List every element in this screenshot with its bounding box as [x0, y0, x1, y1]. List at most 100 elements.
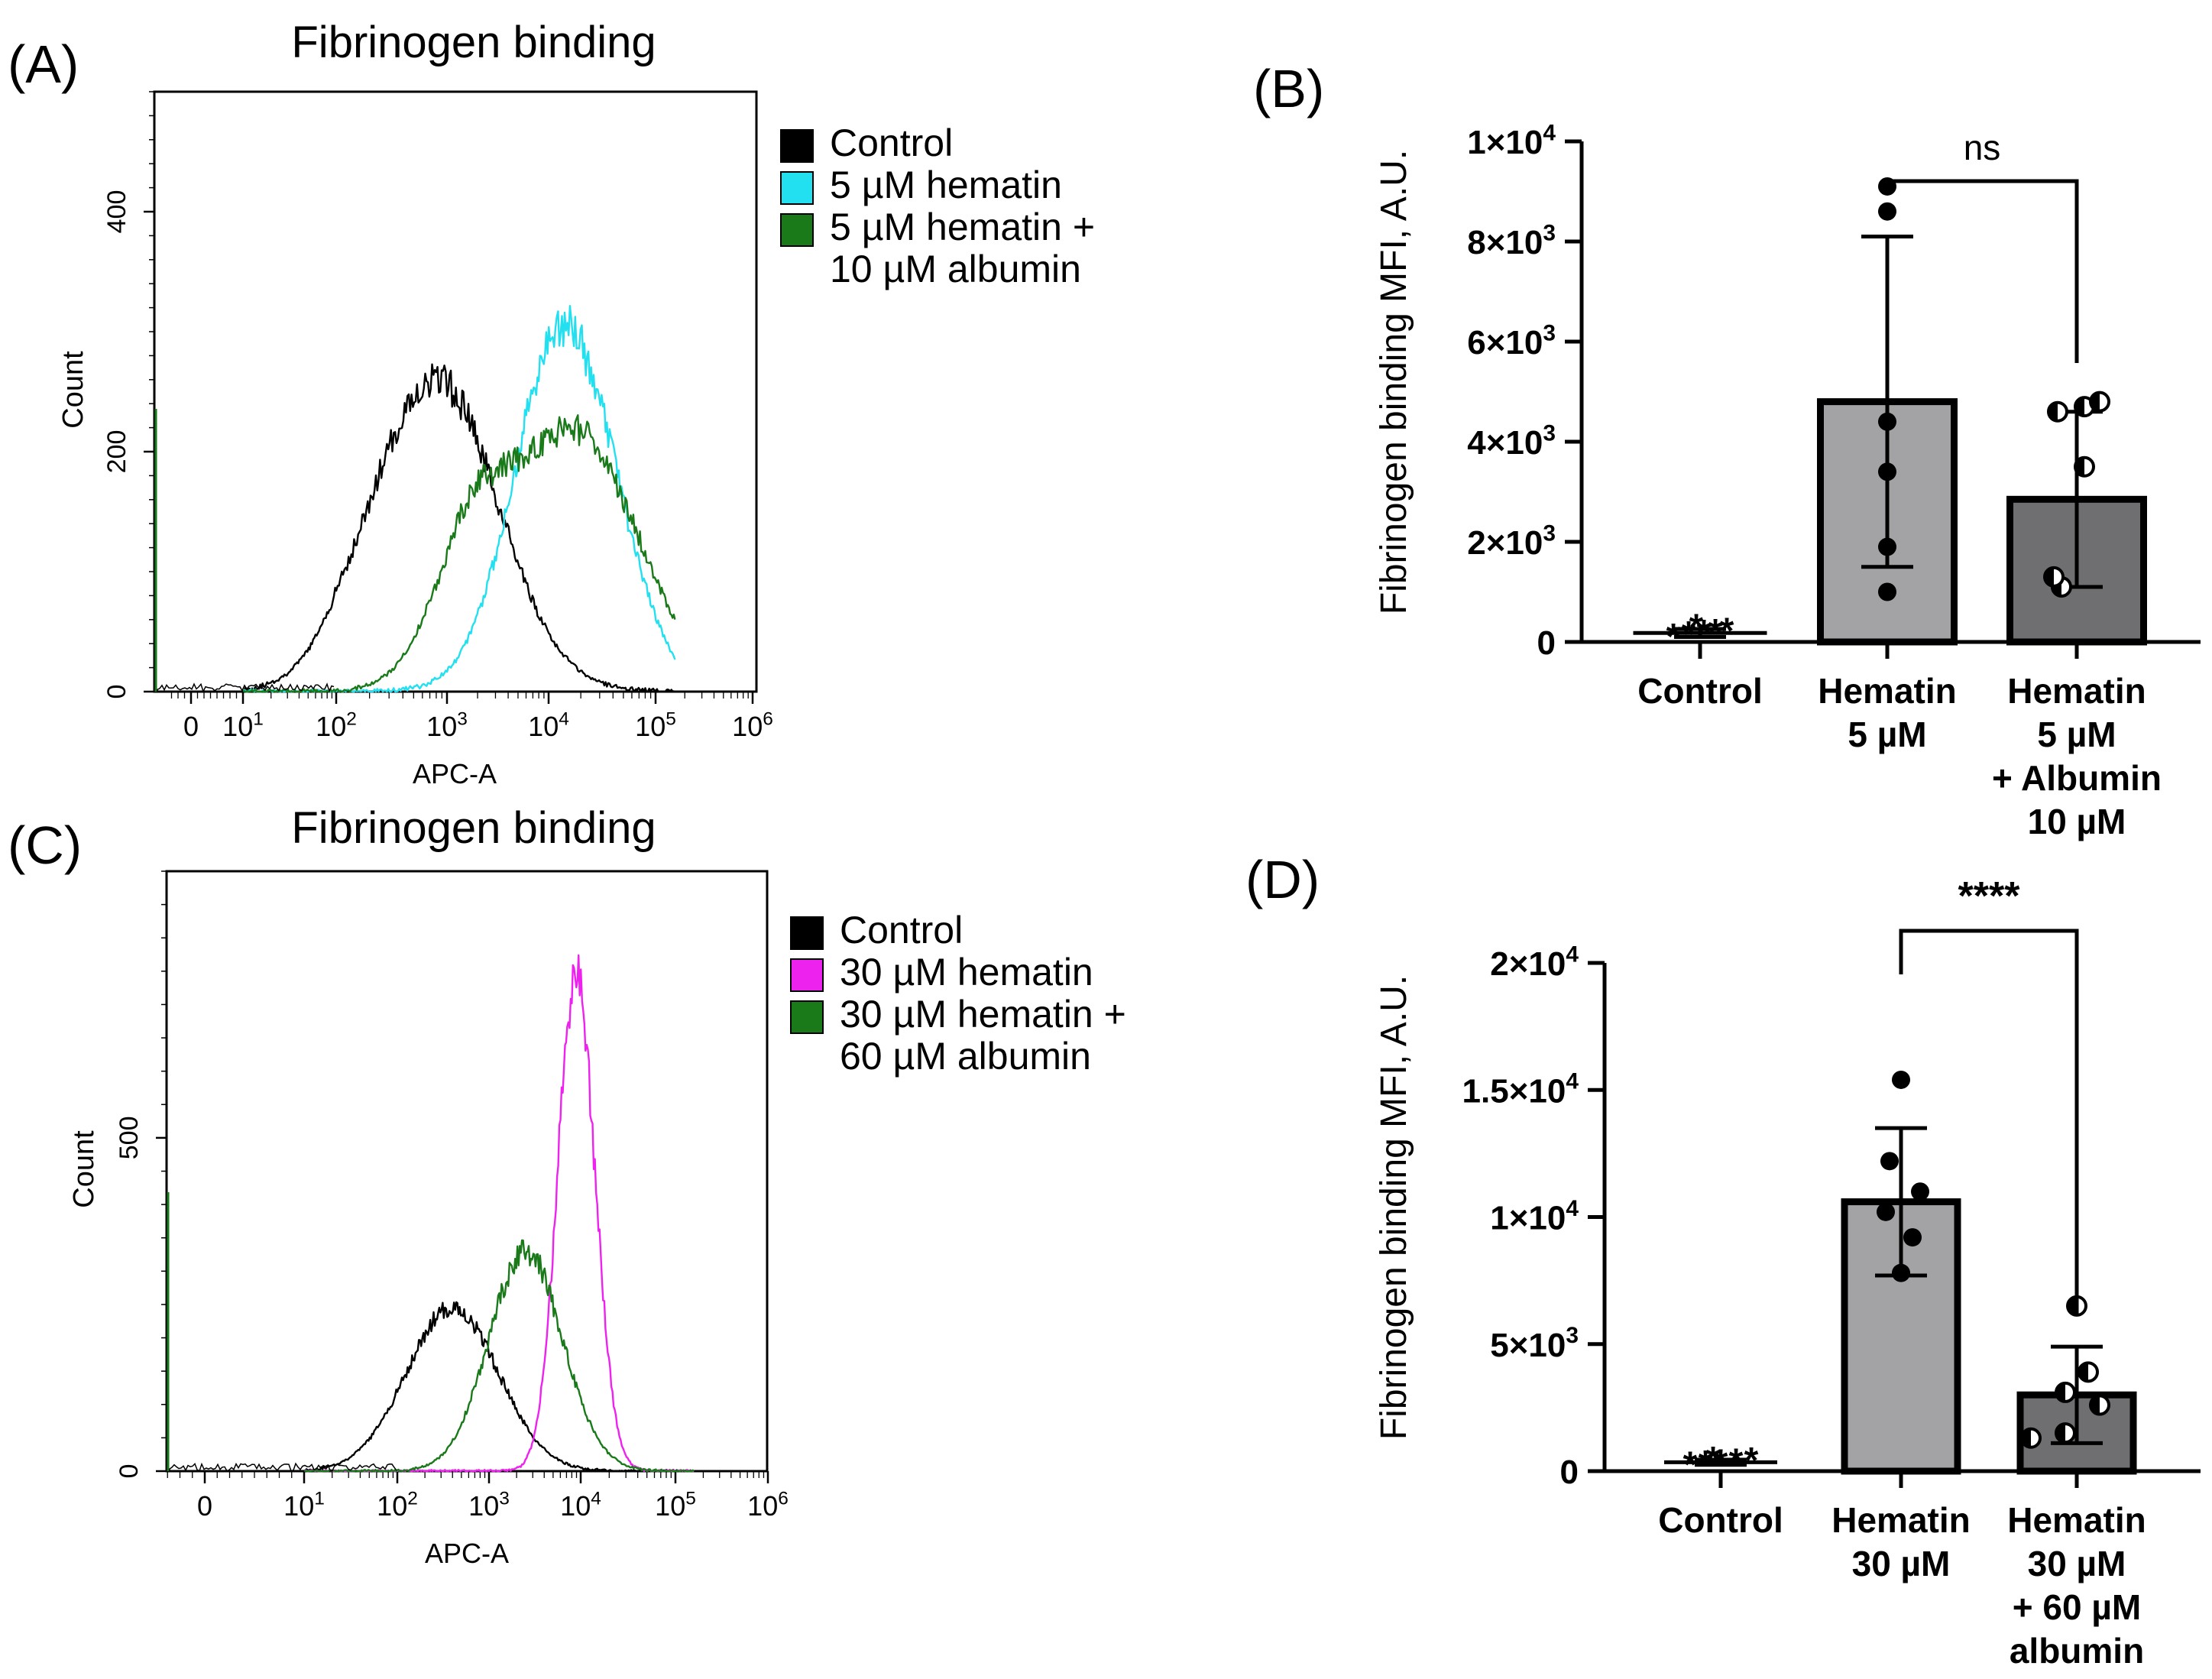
legend-label: 30 µM hematin — [840, 951, 1093, 993]
x-category-label: Hematin — [2007, 671, 2146, 711]
x-category-label: 5 µM — [2037, 715, 2116, 754]
x-tick-label: 101 — [222, 709, 264, 742]
panel-b: (B) Fibrinogen binding MFI, A.U. 0 2×103 4… — [1253, 59, 2201, 841]
panel-a-letter: (A) — [8, 34, 79, 94]
panel-c-y-ticks: 0 500 — [115, 870, 167, 1479]
x-category-label: + 60 µM — [2013, 1587, 2141, 1627]
x-tick-label: 0 — [197, 1490, 212, 1522]
y-tick-label: 4×103 — [1467, 420, 1556, 462]
legend-swatch — [780, 213, 814, 247]
panel-c-letter: (C) — [8, 815, 82, 875]
x-tick-label: 102 — [316, 709, 357, 742]
data-point — [1892, 1070, 1910, 1089]
x-tick-label: 104 — [560, 1489, 601, 1522]
x-category-label: 5 µM — [1848, 715, 1926, 754]
legend-label: 5 µM hematin — [830, 164, 1062, 206]
significance-label: **** — [1958, 874, 2021, 919]
y-tick-label: 5×103 — [1490, 1323, 1579, 1364]
panel-a-histograms — [154, 305, 676, 693]
legend-label: 30 µM hematin + — [840, 993, 1126, 1036]
data-point-half-fill — [2045, 567, 2054, 586]
x-category-label: Control — [1658, 1500, 1783, 1540]
panel-a-title: Fibrinogen binding — [291, 18, 656, 67]
data-point-half-fill — [2048, 402, 2058, 421]
y-tick-label: 2×104 — [1490, 942, 1579, 983]
legend-label: Control — [830, 122, 953, 164]
y-tick-label: 1.5×104 — [1462, 1069, 1579, 1110]
y-tick-label: 400 — [102, 190, 131, 234]
significance-bracket — [1899, 929, 2079, 1314]
data-point-half-fill — [2091, 392, 2100, 411]
panel-d-chart: 0 5×103 1×104 1.5×104 2×104 Control Hematin 30 … — [1462, 874, 2201, 1671]
panel-a-plot-frame — [153, 90, 758, 693]
baseline-noise — [169, 1462, 397, 1472]
x-category-label: 30 µM — [2028, 1544, 2126, 1583]
y-tick-label: 2×103 — [1467, 520, 1556, 562]
y-tick-label: 8×103 — [1467, 220, 1556, 261]
panel-d: (D) Fibrinogen binding MFI, A.U. 0 5×103 1… — [1245, 850, 2201, 1671]
data-point — [1878, 537, 1896, 556]
panel-d-letter: (D) — [1245, 850, 1320, 909]
data-point-star: * — [1699, 1444, 1713, 1484]
legend-label: 10 µM albumin — [830, 248, 1081, 290]
histogram-control — [303, 1301, 695, 1473]
legend-label: 5 µM hematin + — [830, 206, 1095, 248]
x-tick-label: 105 — [635, 709, 676, 742]
y-tick-label: 1×104 — [1490, 1196, 1579, 1237]
legend-label: Control — [840, 909, 963, 951]
x-category-label: Control — [1637, 671, 1763, 711]
panel-d-y-axis-label: Fibrinogen binding MFI, A.U. — [1374, 975, 1414, 1440]
histogram-30-m-hematin — [304, 954, 695, 1473]
data-point — [1880, 1152, 1899, 1171]
panel-c: (C) Fibrinogen binding 0 500 0 101 102 103 10… — [8, 803, 1126, 1569]
data-point — [1878, 202, 1896, 221]
panel-a-x-axis-label: APC-A — [413, 758, 497, 789]
data-point-star: * — [1720, 611, 1734, 652]
panel-c-plot-frame — [165, 870, 769, 1473]
data-point-star: * — [1689, 607, 1704, 647]
data-point-star: * — [1697, 613, 1712, 653]
data-point — [1878, 462, 1896, 481]
panel-c-title: Fibrinogen binding — [291, 803, 656, 853]
panel-b-chart: 0 2×103 4×103 6×103 8×103 1×104 Control Hematin… — [1467, 120, 2201, 841]
data-point-half-fill — [2022, 1428, 2031, 1447]
significance-label: ns — [1964, 128, 2001, 167]
data-point — [1878, 412, 1896, 431]
x-category-label: + Albumin — [1992, 758, 2162, 798]
data-point-half-fill — [2056, 1424, 2065, 1443]
y-tick-label: 500 — [115, 1117, 144, 1160]
histogram-5-m-hematin-10-m-albumin — [242, 414, 676, 693]
data-point-star: * — [1729, 1441, 1744, 1482]
legend-label: 60 µM albumin — [840, 1035, 1091, 1078]
x-tick-label: 103 — [468, 1489, 510, 1522]
panel-c-histograms — [167, 954, 695, 1473]
x-category-label: Hematin — [2007, 1500, 2146, 1540]
data-point-star: * — [1682, 614, 1696, 655]
x-category-label: Hematin — [1831, 1500, 1970, 1540]
data-point-half-fill — [2075, 457, 2084, 476]
x-tick-label: 104 — [528, 709, 569, 742]
histogram-30-m-hematin-60-m-albumin — [303, 1239, 695, 1473]
panel-a-y-axis-label: Count — [57, 351, 89, 429]
data-point-half-fill — [2079, 1363, 2088, 1382]
data-point-half-fill — [2068, 1296, 2077, 1315]
significance-bracket — [1887, 179, 2079, 363]
x-tick-label: 101 — [283, 1489, 325, 1522]
panel-a-y-ticks: 0 200 400 — [102, 91, 154, 699]
legend-swatch — [790, 1000, 824, 1034]
panel-c-y-axis-label: Count — [68, 1130, 100, 1208]
y-tick-label: 200 — [102, 430, 131, 474]
legend-swatch — [780, 129, 814, 163]
x-tick-label: 0 — [183, 711, 199, 742]
data-point — [1911, 1182, 1929, 1201]
data-point-half-fill — [2056, 1382, 2065, 1402]
panel-c-x-ticks: 0 101 102 103 104 105 106 — [167, 1471, 789, 1522]
y-tick-label: 0 — [1537, 624, 1556, 662]
y-tick-label: 0 — [115, 1464, 144, 1479]
x-tick-label: 102 — [377, 1489, 418, 1522]
x-category-label: albumin — [2010, 1631, 2144, 1671]
data-point-star: * — [1744, 1441, 1759, 1481]
